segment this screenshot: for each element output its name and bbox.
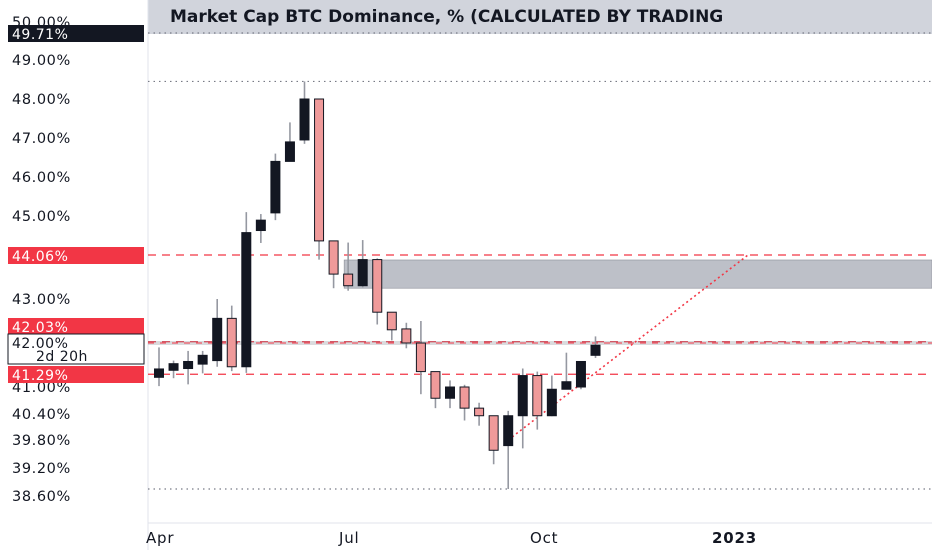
red-levels bbox=[148, 254, 932, 375]
current-price-band bbox=[148, 341, 932, 345]
candle-body-down bbox=[532, 375, 543, 417]
candle-body-up bbox=[197, 354, 208, 365]
price-tag-42-03: 42.03% bbox=[8, 318, 144, 336]
candle-body-up bbox=[183, 360, 194, 370]
candles bbox=[154, 81, 601, 489]
price-tag-49-71: 49.71% bbox=[8, 25, 144, 43]
candle-body-up bbox=[284, 141, 295, 162]
y-tick-label: 39.20% bbox=[12, 461, 71, 477]
x-tick-label: 2023 bbox=[712, 529, 757, 547]
zone-rect bbox=[343, 259, 932, 289]
y-tick-label: 48.00% bbox=[12, 92, 71, 108]
candle-body-up bbox=[241, 232, 252, 368]
candle-body-up bbox=[575, 360, 586, 388]
candle-body-up bbox=[445, 386, 455, 399]
x-tick-label: Apr bbox=[146, 529, 174, 547]
candle-body-up bbox=[154, 368, 164, 378]
candle-body-down bbox=[401, 328, 412, 344]
candle-body-up bbox=[270, 160, 281, 214]
current-price-line bbox=[148, 341, 932, 345]
candle-body-down bbox=[430, 371, 441, 399]
candle-body-down bbox=[415, 342, 426, 373]
current-price-label: 42.00% bbox=[12, 336, 68, 352]
candle-body-down bbox=[343, 273, 354, 287]
chart-title: Market Cap BTC Dominance, % (CALCULATED … bbox=[170, 7, 723, 27]
candle-body-up bbox=[299, 98, 310, 141]
candle-body-down bbox=[314, 98, 325, 242]
y-tick-label: 47.00% bbox=[12, 131, 71, 147]
y-tick-label: 45.00% bbox=[12, 209, 71, 225]
y-axis-labels: 50.00% 49.00% 48.00% 47.00% 46.00% 45.00… bbox=[12, 15, 71, 505]
x-tick-label: Oct bbox=[530, 529, 558, 547]
candle-body-up bbox=[357, 259, 368, 287]
candle-body-down bbox=[328, 240, 339, 275]
price-tag-label: 44.06% bbox=[12, 249, 68, 265]
dotted-levels bbox=[148, 32, 932, 490]
price-tag-label: 42.03% bbox=[12, 320, 68, 336]
candle-body-down bbox=[226, 317, 237, 368]
candle-body-down bbox=[386, 311, 397, 331]
y-tick-label: 49.00% bbox=[12, 53, 71, 69]
candle-body-up bbox=[212, 317, 223, 362]
title-background bbox=[148, 0, 932, 34]
x-tick-label: Jul bbox=[338, 529, 360, 547]
candle-body-up bbox=[546, 388, 557, 417]
resistance-zone bbox=[343, 259, 932, 289]
candle-body-up bbox=[590, 344, 601, 356]
price-tag-41-29: 41.29% bbox=[8, 366, 144, 384]
y-tick-label: 41.00% bbox=[12, 380, 71, 396]
candle-body-down bbox=[372, 259, 383, 313]
price-tag-44-06: 44.06% bbox=[8, 247, 144, 265]
x-axis-labels: Apr Jul Oct 2023 bbox=[146, 529, 757, 547]
current-price-tag: 42.00% 2d 20h bbox=[7, 333, 145, 365]
candle-body-up bbox=[503, 415, 514, 447]
candle-body-down bbox=[474, 407, 485, 417]
y-tick-label: 39.80% bbox=[12, 433, 71, 449]
y-tick-label: 43.00% bbox=[12, 292, 71, 308]
candle-body-down bbox=[488, 415, 499, 451]
bar-countdown-label: 2d 20h bbox=[36, 349, 88, 365]
y-tick-label: 40.40% bbox=[12, 407, 71, 423]
candle-body-up bbox=[168, 363, 179, 371]
price-tag-label: 41.29% bbox=[12, 368, 68, 384]
y-tick-label: 38.60% bbox=[12, 489, 71, 505]
y-tick-label: 46.00% bbox=[12, 170, 71, 186]
price-tag-label: 49.71% bbox=[12, 27, 68, 43]
candle-body-down bbox=[459, 386, 470, 409]
candle-body-up bbox=[517, 375, 528, 417]
candle-body-up bbox=[561, 381, 572, 390]
candle-body-up bbox=[255, 219, 266, 232]
